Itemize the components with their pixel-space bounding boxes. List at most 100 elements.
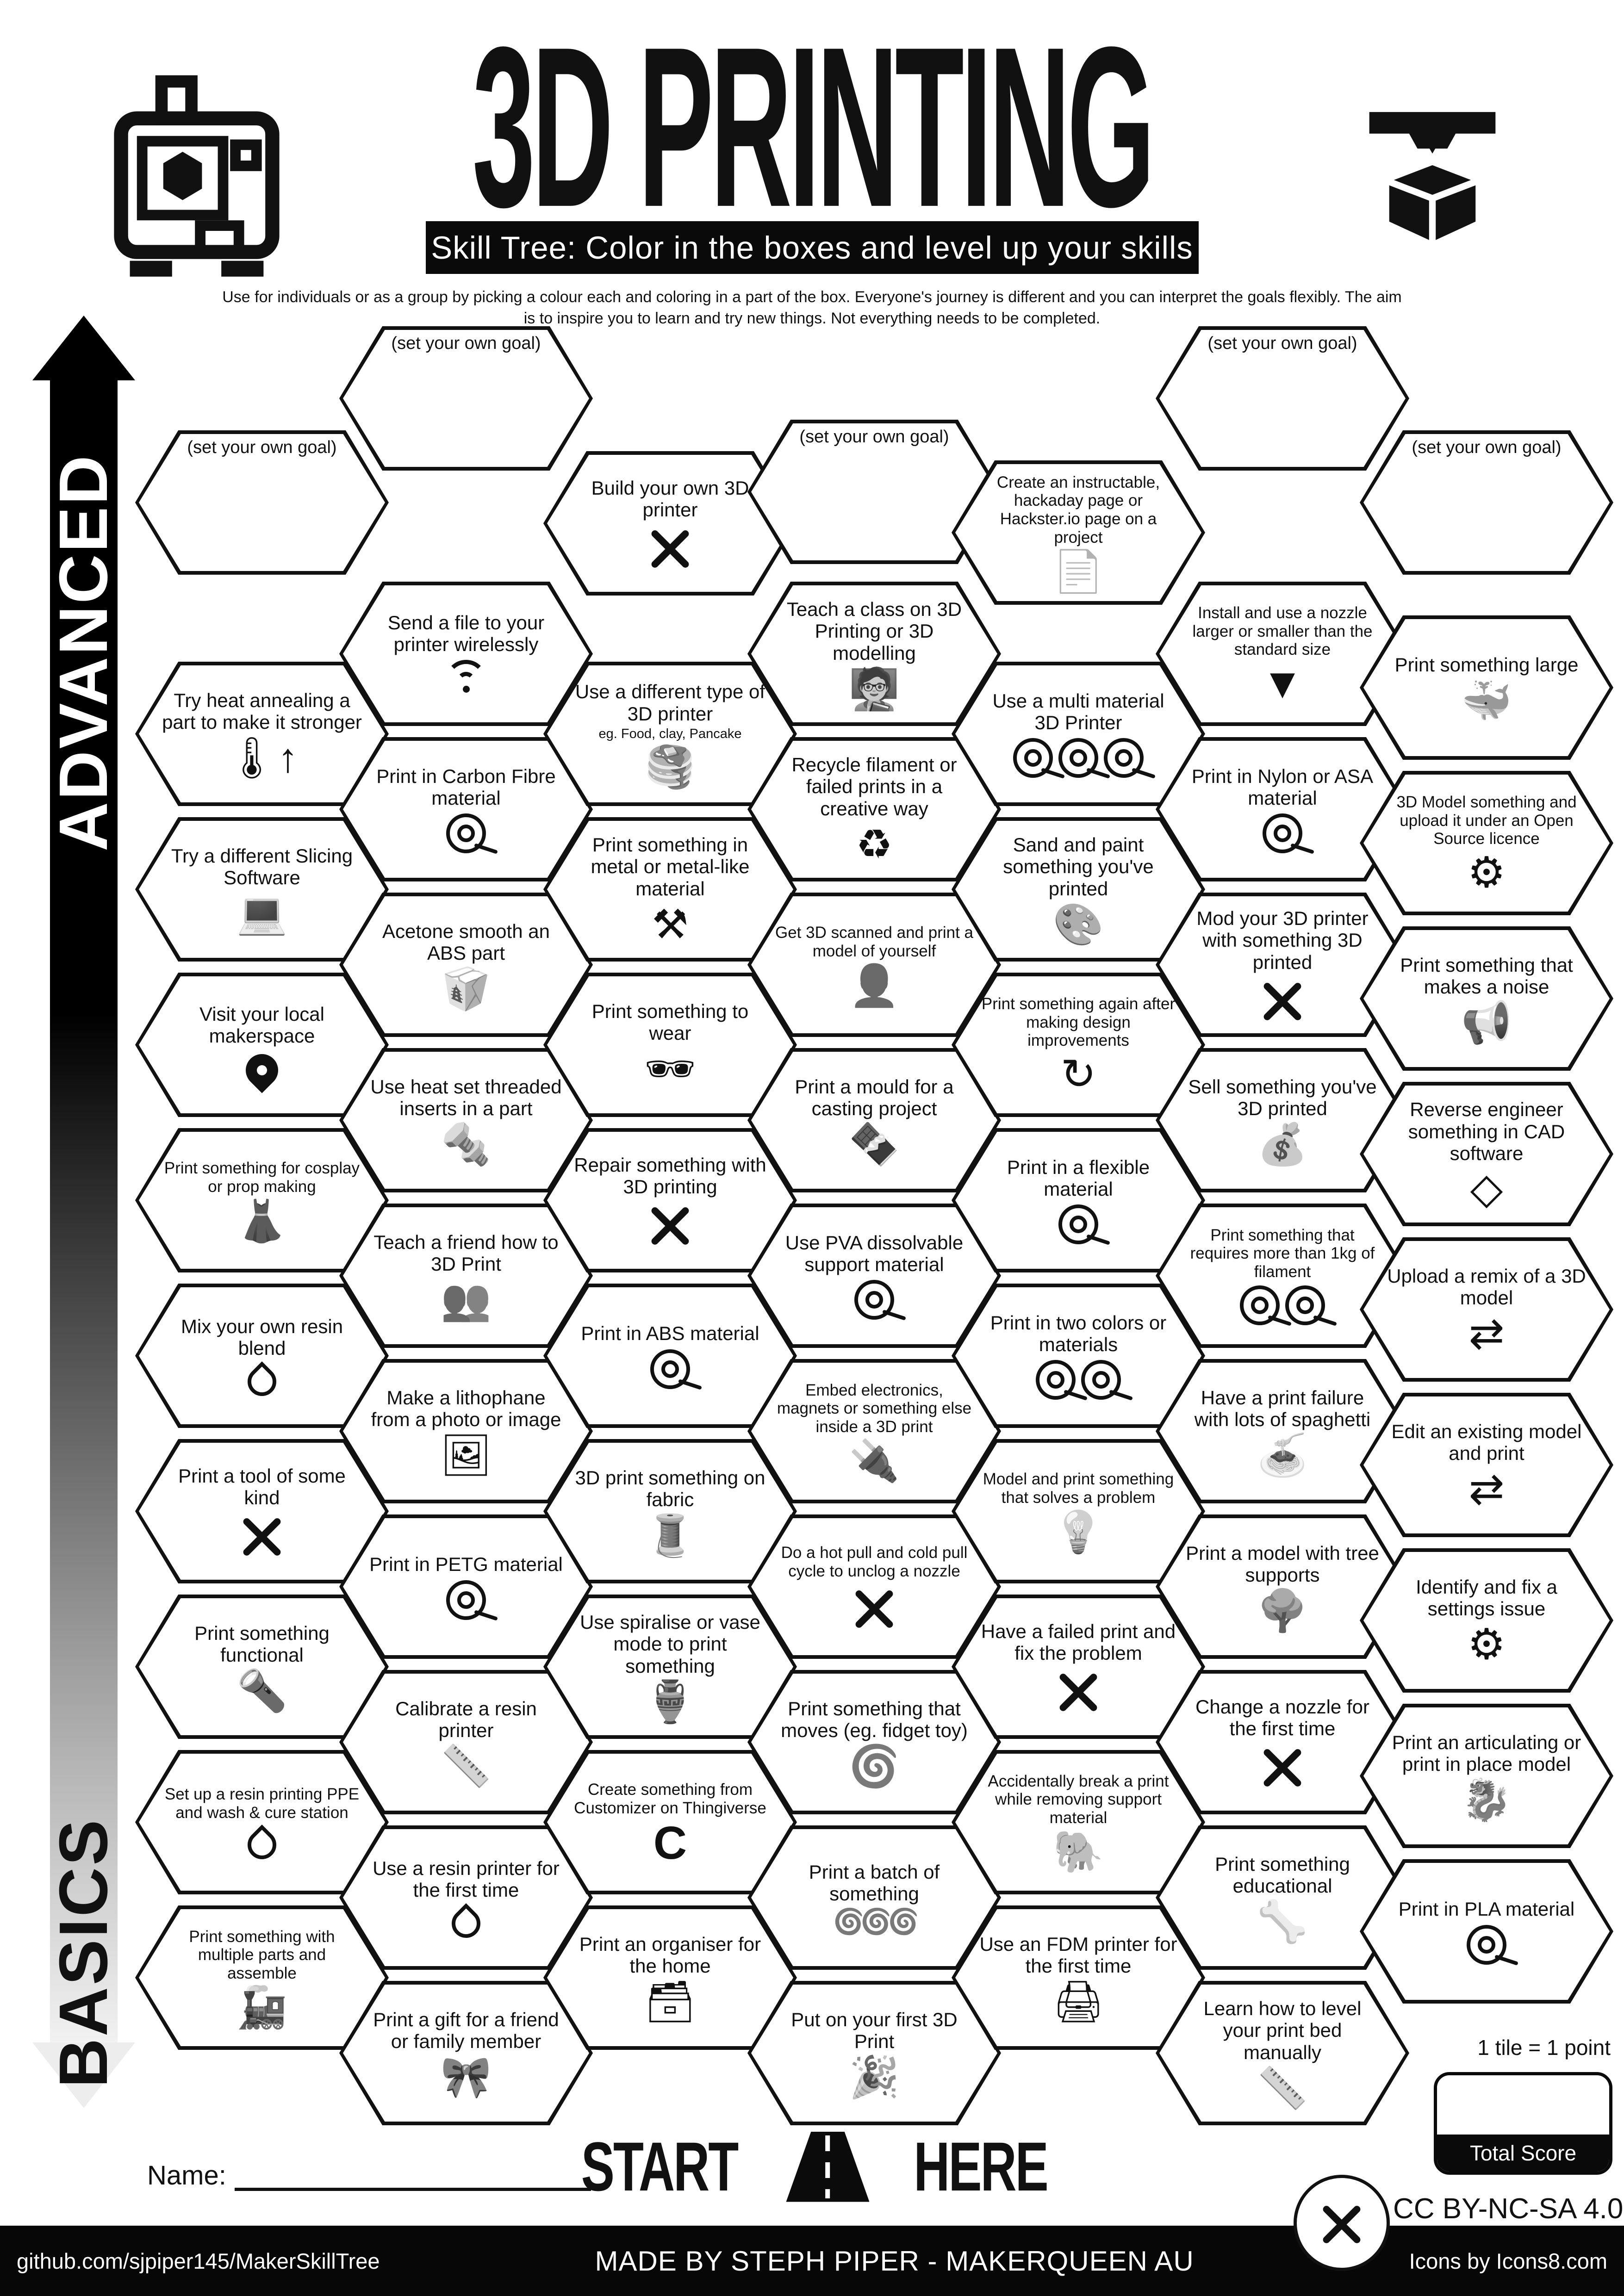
skill-tile[interactable]: Use PVA dissolvable support material <box>747 1204 1001 1348</box>
skill-tile[interactable]: Print in two colors or materials <box>952 1284 1205 1428</box>
skill-tile[interactable]: Print something with multiple parts and … <box>135 1905 389 2050</box>
skill-tile[interactable]: Print a gift for a friend or family memb… <box>339 1981 593 2125</box>
skill-tile[interactable]: Have a failed print and fix the problem <box>952 1595 1205 1739</box>
skill-tile[interactable]: Print something large 🐳 <box>1360 615 1613 760</box>
skill-tile[interactable]: Have a print failure with lots of spaghe… <box>1156 1359 1409 1503</box>
hex-fill <box>139 1132 385 1269</box>
skill-tile-label: Send a file to your printer wirelessly <box>387 611 545 655</box>
goal-tile[interactable]: (set your own goal) <box>1156 326 1409 471</box>
footer-icons8-link[interactable]: Icons by Icons8.com <box>1409 2248 1607 2273</box>
tools-icon <box>240 1513 284 1558</box>
total-score-box[interactable]: Total Score <box>1434 2072 1612 2175</box>
skill-tile[interactable]: Use a resin printer for the first time <box>339 1825 593 1970</box>
skill-tile[interactable]: Model and print something that solves a … <box>952 1439 1205 1583</box>
skill-tile[interactable]: Try heat annealing a part to make it str… <box>135 662 389 806</box>
skill-tile[interactable]: Teach a friend how to 3D Print 👥 <box>339 1204 593 1348</box>
skill-tile[interactable]: Use an FDM printer for the first time 🖨 <box>952 1905 1205 2050</box>
goal-tile[interactable]: (set your own goal) <box>135 430 389 575</box>
skill-tile[interactable]: Print an organiser for the home 🗃 <box>543 1905 797 2050</box>
skill-tile[interactable]: Calibrate a resin printer 📏 <box>339 1670 593 1814</box>
skill-tile[interactable]: Sand and paint something you've printed 🎨 <box>952 817 1205 962</box>
skill-tile[interactable]: Sell something you've 3D printed 💰 <box>1156 1048 1409 1192</box>
skill-tile[interactable]: Reverse engineer something in CAD softwa… <box>1360 1082 1613 1226</box>
vase-icon: 🏺 <box>645 1679 696 1725</box>
skill-tile-label: Repair something with 3D printing <box>574 1154 766 1198</box>
skill-tile[interactable]: Recycle filament or failed prints in a c… <box>747 737 1001 881</box>
skill-tile[interactable]: Print something for cosplay or prop maki… <box>135 1128 389 1272</box>
skill-tile[interactable]: Print in Carbon Fibre material <box>339 737 593 881</box>
skill-tile[interactable]: Print a mould for a casting project 🍫 <box>747 1048 1001 1192</box>
skill-tile[interactable]: Print something again after making desig… <box>952 973 1205 1117</box>
skill-tile[interactable]: Do a hot pull and cold pull cycle to unc… <box>747 1514 1001 1659</box>
skill-tile[interactable]: Use a multi material 3D Printer <box>952 662 1205 806</box>
skill-tile[interactable]: 3D print something on fabric 🧵 <box>543 1439 797 1583</box>
skill-tile[interactable]: Print something educational 🦴 <box>1156 1825 1409 1970</box>
multi-spool-icon <box>1013 738 1144 778</box>
skill-tile[interactable]: Edit an existing model and print ⇄ <box>1360 1393 1613 1537</box>
skill-tile[interactable]: Change a nozzle for the first time <box>1156 1670 1409 1814</box>
hex-fill <box>343 1985 589 2122</box>
hex-fill <box>751 1363 997 1500</box>
skill-tile[interactable]: Print something that moves (eg. fidget t… <box>747 1670 1001 1814</box>
skill-tile[interactable]: Print something that makes a noise 📢 <box>1360 926 1613 1071</box>
skill-tile[interactable]: Print in PLA material <box>1360 1859 1613 2004</box>
skill-tile[interactable]: Upload a remix of a 3D model ⇄ <box>1360 1237 1613 1382</box>
skill-tile[interactable]: Use spiralise or vase mode to print some… <box>543 1595 797 1739</box>
filament-spool-icon <box>446 1580 486 1620</box>
skill-tile[interactable]: Print an articulating or print in place … <box>1360 1704 1613 1848</box>
skill-tile[interactable]: Install and use a nozzle larger or small… <box>1156 582 1409 726</box>
skill-tile[interactable]: Print in a flexible material <box>952 1128 1205 1272</box>
skill-tile[interactable]: Build your own 3D printer <box>543 451 797 596</box>
skill-tile[interactable]: Try a different Slicing Software 💻 <box>135 817 389 962</box>
skill-tile[interactable]: Print something to wear 🕶 <box>543 973 797 1117</box>
skill-tile[interactable]: Print a tool of some kind <box>135 1439 389 1583</box>
goal-tile[interactable]: (set your own goal) <box>1360 430 1613 575</box>
skill-tile[interactable]: Visit your local makerspace <box>135 973 389 1117</box>
skill-tile[interactable]: Teach a class on 3D Printing or 3D model… <box>747 582 1001 726</box>
skill-tile[interactable]: Put on your first 3D Print 🎉 <box>747 1981 1001 2125</box>
skill-tile[interactable]: Accidentally break a print while removin… <box>952 1750 1205 1894</box>
hex-content: Try heat annealing a part to make it str… <box>135 662 389 806</box>
desk-lamp-icon: 🔦 <box>236 1668 287 1714</box>
skill-tile[interactable]: Mod your 3D printer with something 3D pr… <box>1156 893 1409 1037</box>
hex-content: (set your own goal) <box>1360 430 1613 575</box>
skill-tile[interactable]: Create something from Customizer on Thin… <box>543 1750 797 1894</box>
filament-spool-icon <box>1058 1204 1098 1245</box>
skill-tile[interactable]: Print a model with tree supports 🌳 <box>1156 1514 1409 1659</box>
hex-content: Change a nozzle for the first time <box>1156 1670 1409 1814</box>
goal-tile[interactable]: (set your own goal) <box>339 326 593 471</box>
footer-github-link[interactable]: github.com/sjpiper145/MakerSkillTree <box>17 2248 380 2273</box>
skill-tile[interactable]: Print something in metal or metal-like m… <box>543 817 797 962</box>
hex-fill <box>751 1674 997 1811</box>
skill-tile[interactable]: Use a different type of 3D printer eg. Fo… <box>543 662 797 806</box>
skill-tile[interactable]: Print a batch of something 🌀🌀🌀 <box>747 1825 1001 1970</box>
skill-tile[interactable]: Print in Nylon or ASA material <box>1156 737 1409 881</box>
skill-tile[interactable]: Use heat set threaded inserts in a part 🔩 <box>339 1048 593 1192</box>
hex-content: Have a failed print and fix the problem <box>952 1595 1205 1739</box>
hex-content: Identify and fix a settings issue ⚙ <box>1360 1548 1613 1693</box>
skill-tile[interactable]: Set up a resin printing PPE and wash & c… <box>135 1750 389 1894</box>
skill-tile[interactable]: Make a lithophane from a photo or image 🖼 <box>339 1359 593 1503</box>
skill-tile[interactable]: Print something functional 🔦 <box>135 1595 389 1739</box>
skill-tile[interactable]: Learn how to level your print bed manual… <box>1156 1981 1409 2125</box>
hex-fill <box>139 665 385 802</box>
skill-tile[interactable]: Print in ABS material <box>543 1284 797 1428</box>
filament-spool-icon <box>1263 813 1302 854</box>
skill-tile[interactable]: Print something that requires more than … <box>1156 1204 1409 1348</box>
skill-tile-label: Calibrate a resin printer <box>395 1697 537 1741</box>
skill-tile[interactable]: Mix your own resin blend <box>135 1284 389 1428</box>
skill-tile[interactable]: Create an instructable, hackaday page or… <box>952 460 1205 605</box>
skill-tile[interactable]: Send a file to your printer wirelessly <box>339 582 593 726</box>
hex-fill <box>1159 1363 1406 1500</box>
mould-tray-icon: 🍫 <box>849 1121 900 1167</box>
remix-arrows-icon: ⇄ <box>1468 1309 1505 1357</box>
skill-tile[interactable]: Acetone smooth an ABS part 🥡 <box>339 893 593 1037</box>
skill-tile[interactable]: 3D Model something and upload it under a… <box>1360 771 1613 915</box>
skill-tile[interactable]: Print in PETG material <box>339 1514 593 1659</box>
skill-tile[interactable]: Get 3D scanned and print a model of your… <box>747 893 1001 1037</box>
name-input[interactable] <box>234 2160 591 2191</box>
skill-tile[interactable]: Embed electronics, magnets or something … <box>747 1359 1001 1503</box>
skill-tile[interactable]: Repair something with 3D printing <box>543 1128 797 1272</box>
total-score-entry[interactable] <box>1437 2075 1609 2135</box>
skill-tile[interactable]: Identify and fix a settings issue ⚙ <box>1360 1548 1613 1693</box>
